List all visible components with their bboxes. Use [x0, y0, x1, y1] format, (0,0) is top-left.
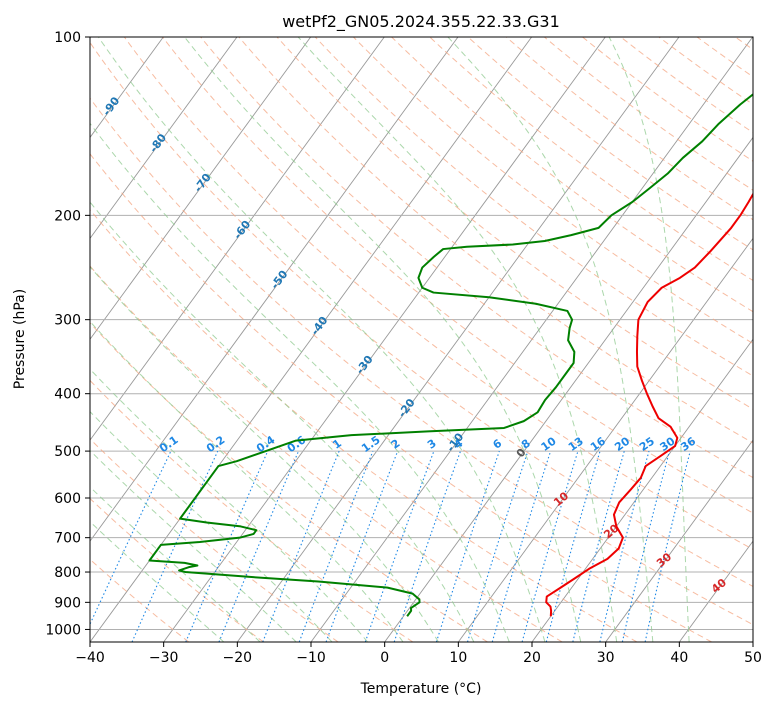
isotherm-line [90, 37, 533, 642]
isotherm-line [236, 37, 680, 642]
y-axis-label: Pressure (hPa) [12, 289, 28, 389]
moist-adiabat-line [608, 37, 690, 642]
mixing-ratio-line [572, 450, 625, 642]
dry-adiabat-line [238, 37, 753, 444]
mixing-ratio-line [218, 450, 300, 642]
isotherm-line [90, 37, 385, 441]
y-tick-label: 400 [54, 387, 81, 403]
isotherm-line [605, 439, 753, 642]
dry-adiabat-line [90, 265, 563, 642]
dry-adiabat-line [162, 37, 753, 514]
x-tick-label: 40 [670, 650, 688, 666]
mixing-ratio-line [521, 450, 579, 642]
isotherm-line [90, 37, 238, 240]
moist-adiabat-line [90, 449, 297, 642]
moist-adiabat-line [184, 37, 582, 642]
dry-adiabat-line [90, 497, 264, 642]
mixing-ratio-line [545, 450, 601, 642]
dry-adiabat-line [90, 97, 753, 626]
moist-adiabat-line [97, 37, 546, 642]
dry-adiabat-line [391, 37, 753, 313]
y-tick-label: 100 [54, 30, 81, 46]
y-tick-label: 700 [54, 531, 81, 547]
isotherm-line [310, 37, 753, 642]
mixing-ratio-line [644, 450, 691, 642]
mixing-ratio-line [599, 450, 650, 642]
dry-adiabat-line [200, 37, 753, 479]
x-tick-label: −10 [296, 650, 326, 666]
mixing-ratio-line [364, 450, 435, 642]
mixing-ratio-line [466, 450, 529, 642]
mixing-ratio-line [393, 450, 462, 642]
plot-frame [89, 36, 754, 643]
dewpoint-profile-line [148, 93, 753, 617]
isotherm-line [457, 237, 753, 642]
x-tick-label: −30 [149, 650, 179, 666]
temperature-profile-line [545, 192, 753, 617]
moist-adiabat-line [447, 37, 654, 642]
sounding-profiles [148, 93, 753, 617]
y-axis-ticks: 100 200 300 400 500 600 700 800 900 1000 [45, 30, 90, 638]
x-tick-label: −40 [75, 650, 105, 666]
x-tick-label: 30 [597, 650, 615, 666]
y-tick-label: 900 [54, 595, 81, 611]
y-tick-label: 800 [54, 565, 81, 581]
dry-adiabat-line [353, 37, 753, 345]
x-axis-label: Temperature (°C) [360, 681, 482, 697]
dry-adiabat-line [90, 153, 712, 642]
isotherm-line [90, 37, 459, 542]
moist-adiabat-line [90, 410, 333, 642]
y-tick-label: 200 [54, 208, 81, 224]
x-tick-label: 20 [523, 650, 541, 666]
moist-adiabat-line [90, 265, 439, 642]
moist-adiabat-line [297, 37, 618, 642]
moist-adiabat-line [90, 521, 225, 642]
mixing-ratio-line [491, 450, 552, 642]
x-axis-ticks: −40 −30 −20 −10 0 10 20 30 40 50 [75, 642, 762, 666]
mixing-ratio-line [435, 450, 500, 642]
moist-adiabat-lines [90, 37, 690, 642]
isotherm-line [90, 37, 312, 341]
x-tick-label: −20 [223, 650, 253, 666]
dry-adiabat-line [276, 37, 753, 410]
x-tick-label: 10 [449, 650, 467, 666]
x-tick-label: 50 [744, 650, 762, 666]
y-tick-label: 600 [54, 491, 81, 507]
moist-adiabat-line [90, 201, 475, 642]
moist-adiabat-line [90, 122, 510, 642]
y-tick-label: 300 [54, 313, 81, 329]
chart-title: wetPf2_GN05.2024.355.22.33.G31 [282, 12, 560, 32]
dry-adiabat-line [429, 37, 753, 282]
moist-adiabat-line [90, 320, 404, 642]
x-tick-label: 0 [380, 650, 389, 666]
y-tick-label: 1000 [45, 622, 81, 638]
dry-adiabat-line [467, 37, 753, 251]
mixing-ratio-line [90, 450, 172, 626]
mixing-ratio-lines [90, 450, 691, 642]
mixing-ratio-line [185, 450, 269, 642]
dry-adiabat-line [90, 41, 753, 588]
dry-adiabat-line [90, 322, 488, 642]
mixing-ratio-line [131, 450, 219, 642]
dry-adiabat-line [123, 37, 753, 550]
mixing-ratio-line [621, 450, 671, 642]
pressure-gridlines [90, 37, 753, 630]
dry-adiabat-line [90, 208, 638, 642]
y-tick-label: 500 [54, 444, 81, 460]
